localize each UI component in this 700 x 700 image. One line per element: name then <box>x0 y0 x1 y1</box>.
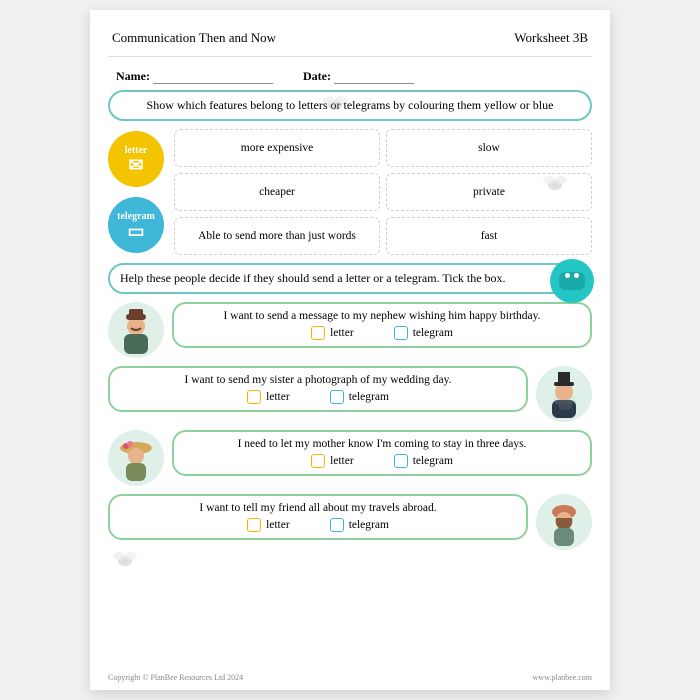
telegram-badge: telegram ▭ <box>108 197 164 253</box>
scenario-4: I want to tell my friend all about my tr… <box>108 494 592 550</box>
scenario-1: I want to send a message to my nephew wi… <box>108 302 592 358</box>
instruction-1: Show which features belong to letters or… <box>108 90 592 121</box>
letter-badge: letter ✉ <box>108 131 164 187</box>
scenario-text: I want to tell my friend all about my tr… <box>120 502 516 514</box>
feature-cell[interactable]: cheaper <box>174 173 380 211</box>
instruction-2-text: Help these people decide if they should … <box>120 271 506 285</box>
letter-choice[interactable]: letter <box>311 326 354 340</box>
letter-choice[interactable]: letter <box>247 390 290 404</box>
letter-choice[interactable]: letter <box>311 454 354 468</box>
worksheet-page: Communication Then and Now Worksheet 3B … <box>90 10 610 690</box>
robot-face-icon <box>550 259 594 303</box>
envelope-icon: ✉ <box>128 156 143 174</box>
telegram-choice[interactable]: telegram <box>394 326 453 340</box>
page-title: Communication Then and Now <box>112 30 276 46</box>
telegram-choice[interactable]: telegram <box>330 390 389 404</box>
feature-cell[interactable]: more expensive <box>174 129 380 167</box>
feature-cell[interactable]: fast <box>386 217 592 255</box>
feature-cell[interactable]: private <box>386 173 592 211</box>
avatar-man-bowler <box>108 302 164 358</box>
footer-url: www.planbee.com <box>533 673 592 682</box>
letter-badge-label: letter <box>125 145 148 156</box>
badge-column: letter ✉ telegram ▭ <box>108 129 164 255</box>
checks-row: letter telegram <box>120 518 516 532</box>
scenario-text: I need to let my mother know I'm coming … <box>184 438 580 450</box>
telegram-choice[interactable]: telegram <box>330 518 389 532</box>
scenario-text: I want to send a message to my nephew wi… <box>184 310 580 322</box>
scenario-bubble: I want to send a message to my nephew wi… <box>172 302 592 348</box>
name-date-row: Name: Date: <box>116 69 592 84</box>
avatar-man-tophat <box>536 366 592 422</box>
scenario-bubble: I want to tell my friend all about my tr… <box>108 494 528 540</box>
letter-choice[interactable]: letter <box>247 518 290 532</box>
avatar-woman-bonnet <box>536 494 592 550</box>
scenario-bubble: I need to let my mother know I'm coming … <box>172 430 592 476</box>
feature-cell[interactable]: slow <box>386 129 592 167</box>
telegram-badge-label: telegram <box>117 211 155 222</box>
sheet-number: Worksheet 3B <box>514 30 588 46</box>
scenario-text: I want to send my sister a photograph of… <box>120 374 516 386</box>
feature-cell[interactable]: Able to send more than just words <box>174 217 380 255</box>
checks-row: letter telegram <box>120 390 516 404</box>
telegram-choice[interactable]: telegram <box>394 454 453 468</box>
scenario-2: I want to send my sister a photograph of… <box>108 366 592 422</box>
avatar-woman-sunhat <box>108 430 164 486</box>
header-bar: Communication Then and Now Worksheet 3B <box>108 24 592 55</box>
scenario-3: I need to let my mother know I'm coming … <box>108 430 592 486</box>
scenario-bubble: I want to send my sister a photograph of… <box>108 366 528 412</box>
footer: Copyright © PlanBee Resources Ltd 2024 w… <box>108 673 592 682</box>
copyright-text: Copyright © PlanBee Resources Ltd 2024 <box>108 673 243 682</box>
telegram-icon: ▭ <box>127 222 144 240</box>
checks-row: letter telegram <box>184 454 580 468</box>
date-label: Date: <box>303 69 414 84</box>
instruction-2: Help these people decide if they should … <box>108 263 592 294</box>
name-label: Name: <box>116 69 273 84</box>
feature-area: letter ✉ telegram ▭ more expensive slow … <box>108 129 592 255</box>
checks-row: letter telegram <box>184 326 580 340</box>
feature-grid: more expensive slow cheaper private Able… <box>174 129 592 255</box>
